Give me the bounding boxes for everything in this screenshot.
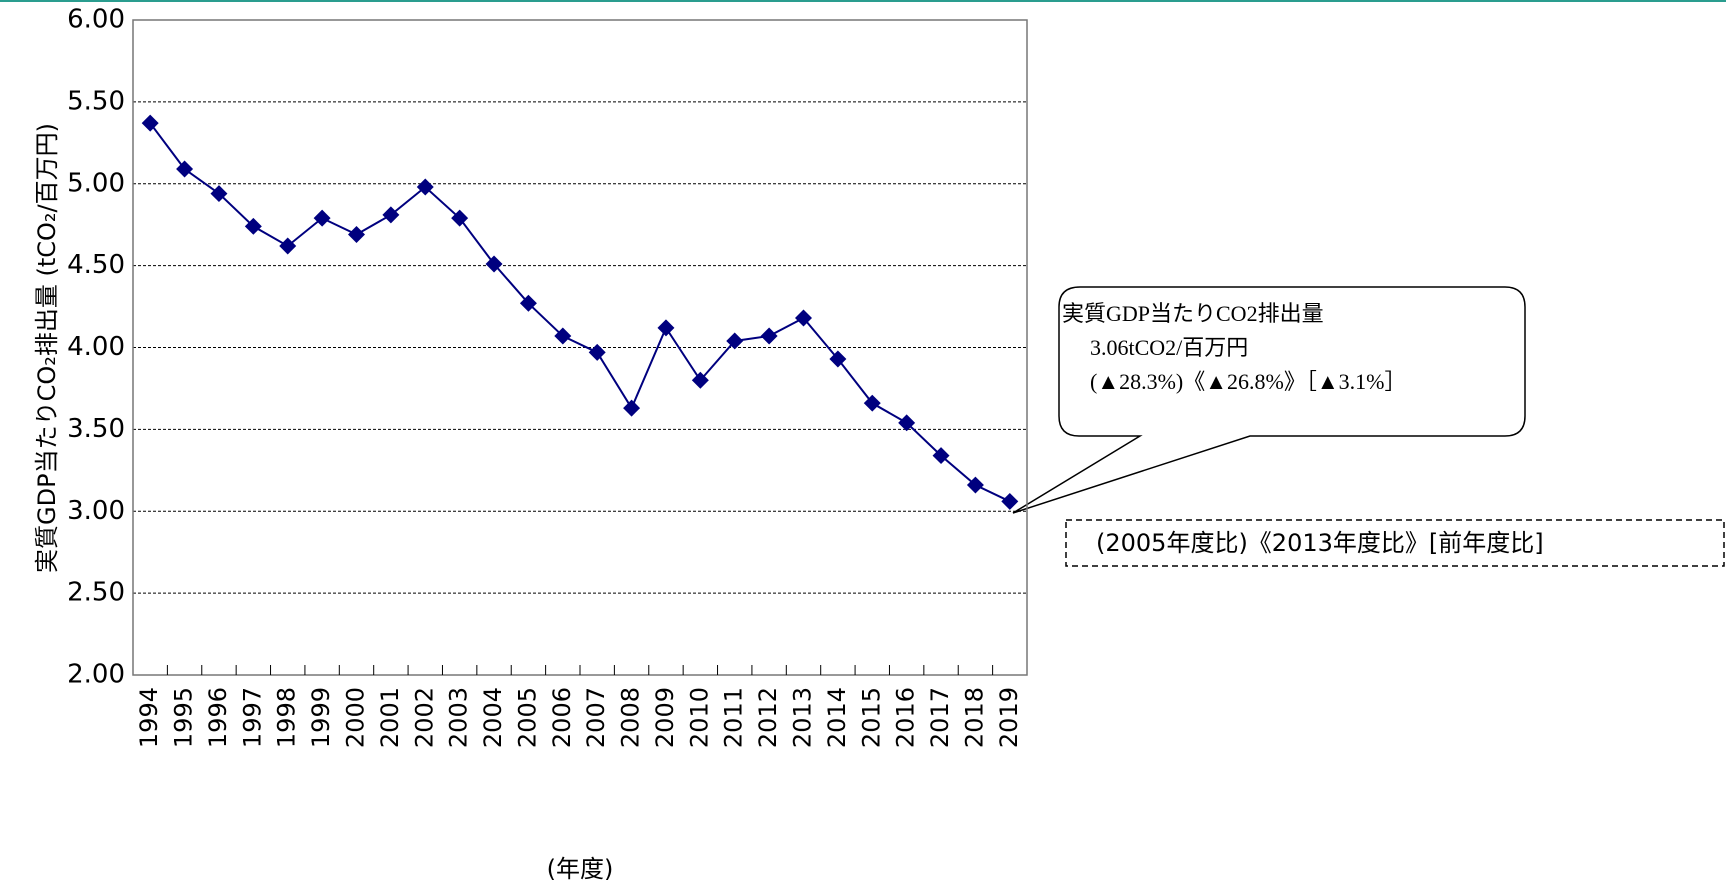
x-tick-label: 2000 bbox=[342, 687, 370, 748]
marker bbox=[588, 343, 606, 361]
x-tick-label: 2003 bbox=[445, 687, 473, 748]
y-tick-label: 5.00 bbox=[67, 168, 125, 198]
x-tick-label: 2005 bbox=[513, 687, 541, 748]
marker bbox=[966, 476, 984, 494]
marker bbox=[898, 414, 916, 432]
marker bbox=[279, 237, 297, 255]
x-tick-label: 2011 bbox=[720, 687, 748, 748]
x-tick-label: 2006 bbox=[548, 687, 576, 748]
x-tick-label: 2015 bbox=[857, 687, 885, 748]
marker bbox=[795, 309, 812, 327]
marker bbox=[210, 185, 228, 203]
y-tick-label: 6.00 bbox=[67, 5, 125, 35]
note-box bbox=[1065, 519, 1725, 567]
line bbox=[149, 122, 1011, 503]
x-tick-label: 2009 bbox=[651, 687, 679, 748]
x-tick-label: 2013 bbox=[789, 687, 817, 748]
x-tick-label: 1995 bbox=[170, 687, 198, 748]
x-tick-label: 1998 bbox=[273, 687, 301, 748]
x-tick-label: 2017 bbox=[926, 687, 954, 748]
marker bbox=[348, 226, 365, 243]
marker bbox=[519, 294, 537, 312]
y-axis-label: 実質GDP当たりCO₂排出量 (tCO₂/百万円) bbox=[33, 123, 61, 573]
marker bbox=[244, 217, 262, 235]
x-tick-label: 2001 bbox=[376, 687, 404, 748]
y-tick-label: 3.00 bbox=[67, 496, 125, 526]
x-tick-label: 2002 bbox=[410, 687, 438, 748]
marker bbox=[382, 206, 400, 224]
callout-line: 3.06tCO2/百万円 bbox=[1090, 335, 1248, 360]
marker bbox=[485, 255, 503, 273]
marker bbox=[623, 399, 641, 417]
marker bbox=[691, 371, 709, 389]
y-tick-label: 2.00 bbox=[67, 660, 125, 690]
x-tick-label: 2019 bbox=[995, 687, 1023, 748]
callout-line: (▲28.3%)《▲26.8%》［▲3.1%］ bbox=[1090, 369, 1406, 394]
y-tick-label: 3.50 bbox=[67, 414, 125, 444]
marker bbox=[829, 350, 847, 368]
y-tick-label: 4.00 bbox=[67, 332, 125, 362]
marker bbox=[176, 160, 194, 178]
y-tick-label: 2.50 bbox=[67, 578, 125, 608]
x-tick-label: 2007 bbox=[582, 687, 610, 748]
marker bbox=[726, 332, 744, 350]
x-tick-label: 2004 bbox=[479, 687, 507, 748]
x-tick-label: 1996 bbox=[204, 687, 232, 748]
marker bbox=[141, 114, 159, 132]
note: (2005年度比)《2013年度比》[前年度比] bbox=[1096, 529, 1544, 557]
x-tick-label: 2018 bbox=[960, 687, 988, 748]
x-tick-label: 2016 bbox=[892, 687, 920, 748]
marker bbox=[863, 394, 881, 412]
x-tick-label: 2008 bbox=[617, 687, 645, 748]
marker bbox=[554, 327, 572, 345]
x-tick-label: 1994 bbox=[135, 687, 163, 748]
marker bbox=[1001, 492, 1019, 510]
x-tick-label: 2014 bbox=[823, 687, 851, 748]
y-tick-label: 5.50 bbox=[67, 86, 125, 116]
marker bbox=[760, 327, 778, 345]
y-tick-label: 4.50 bbox=[67, 250, 125, 280]
x-tick-label: 1999 bbox=[307, 687, 335, 748]
marker bbox=[313, 209, 331, 227]
x-tick-label: 1997 bbox=[238, 687, 266, 748]
x-tick-label: 2010 bbox=[685, 687, 713, 748]
callout-box bbox=[1012, 286, 1526, 514]
marker bbox=[657, 319, 675, 337]
marker bbox=[932, 447, 950, 465]
x-tick-label: 2012 bbox=[754, 687, 782, 748]
marker bbox=[451, 209, 469, 227]
marker bbox=[416, 178, 434, 196]
x-axis-label: (年度) bbox=[547, 855, 614, 883]
callout-line: 実質GDP当たりCO2排出量 bbox=[1062, 301, 1324, 326]
